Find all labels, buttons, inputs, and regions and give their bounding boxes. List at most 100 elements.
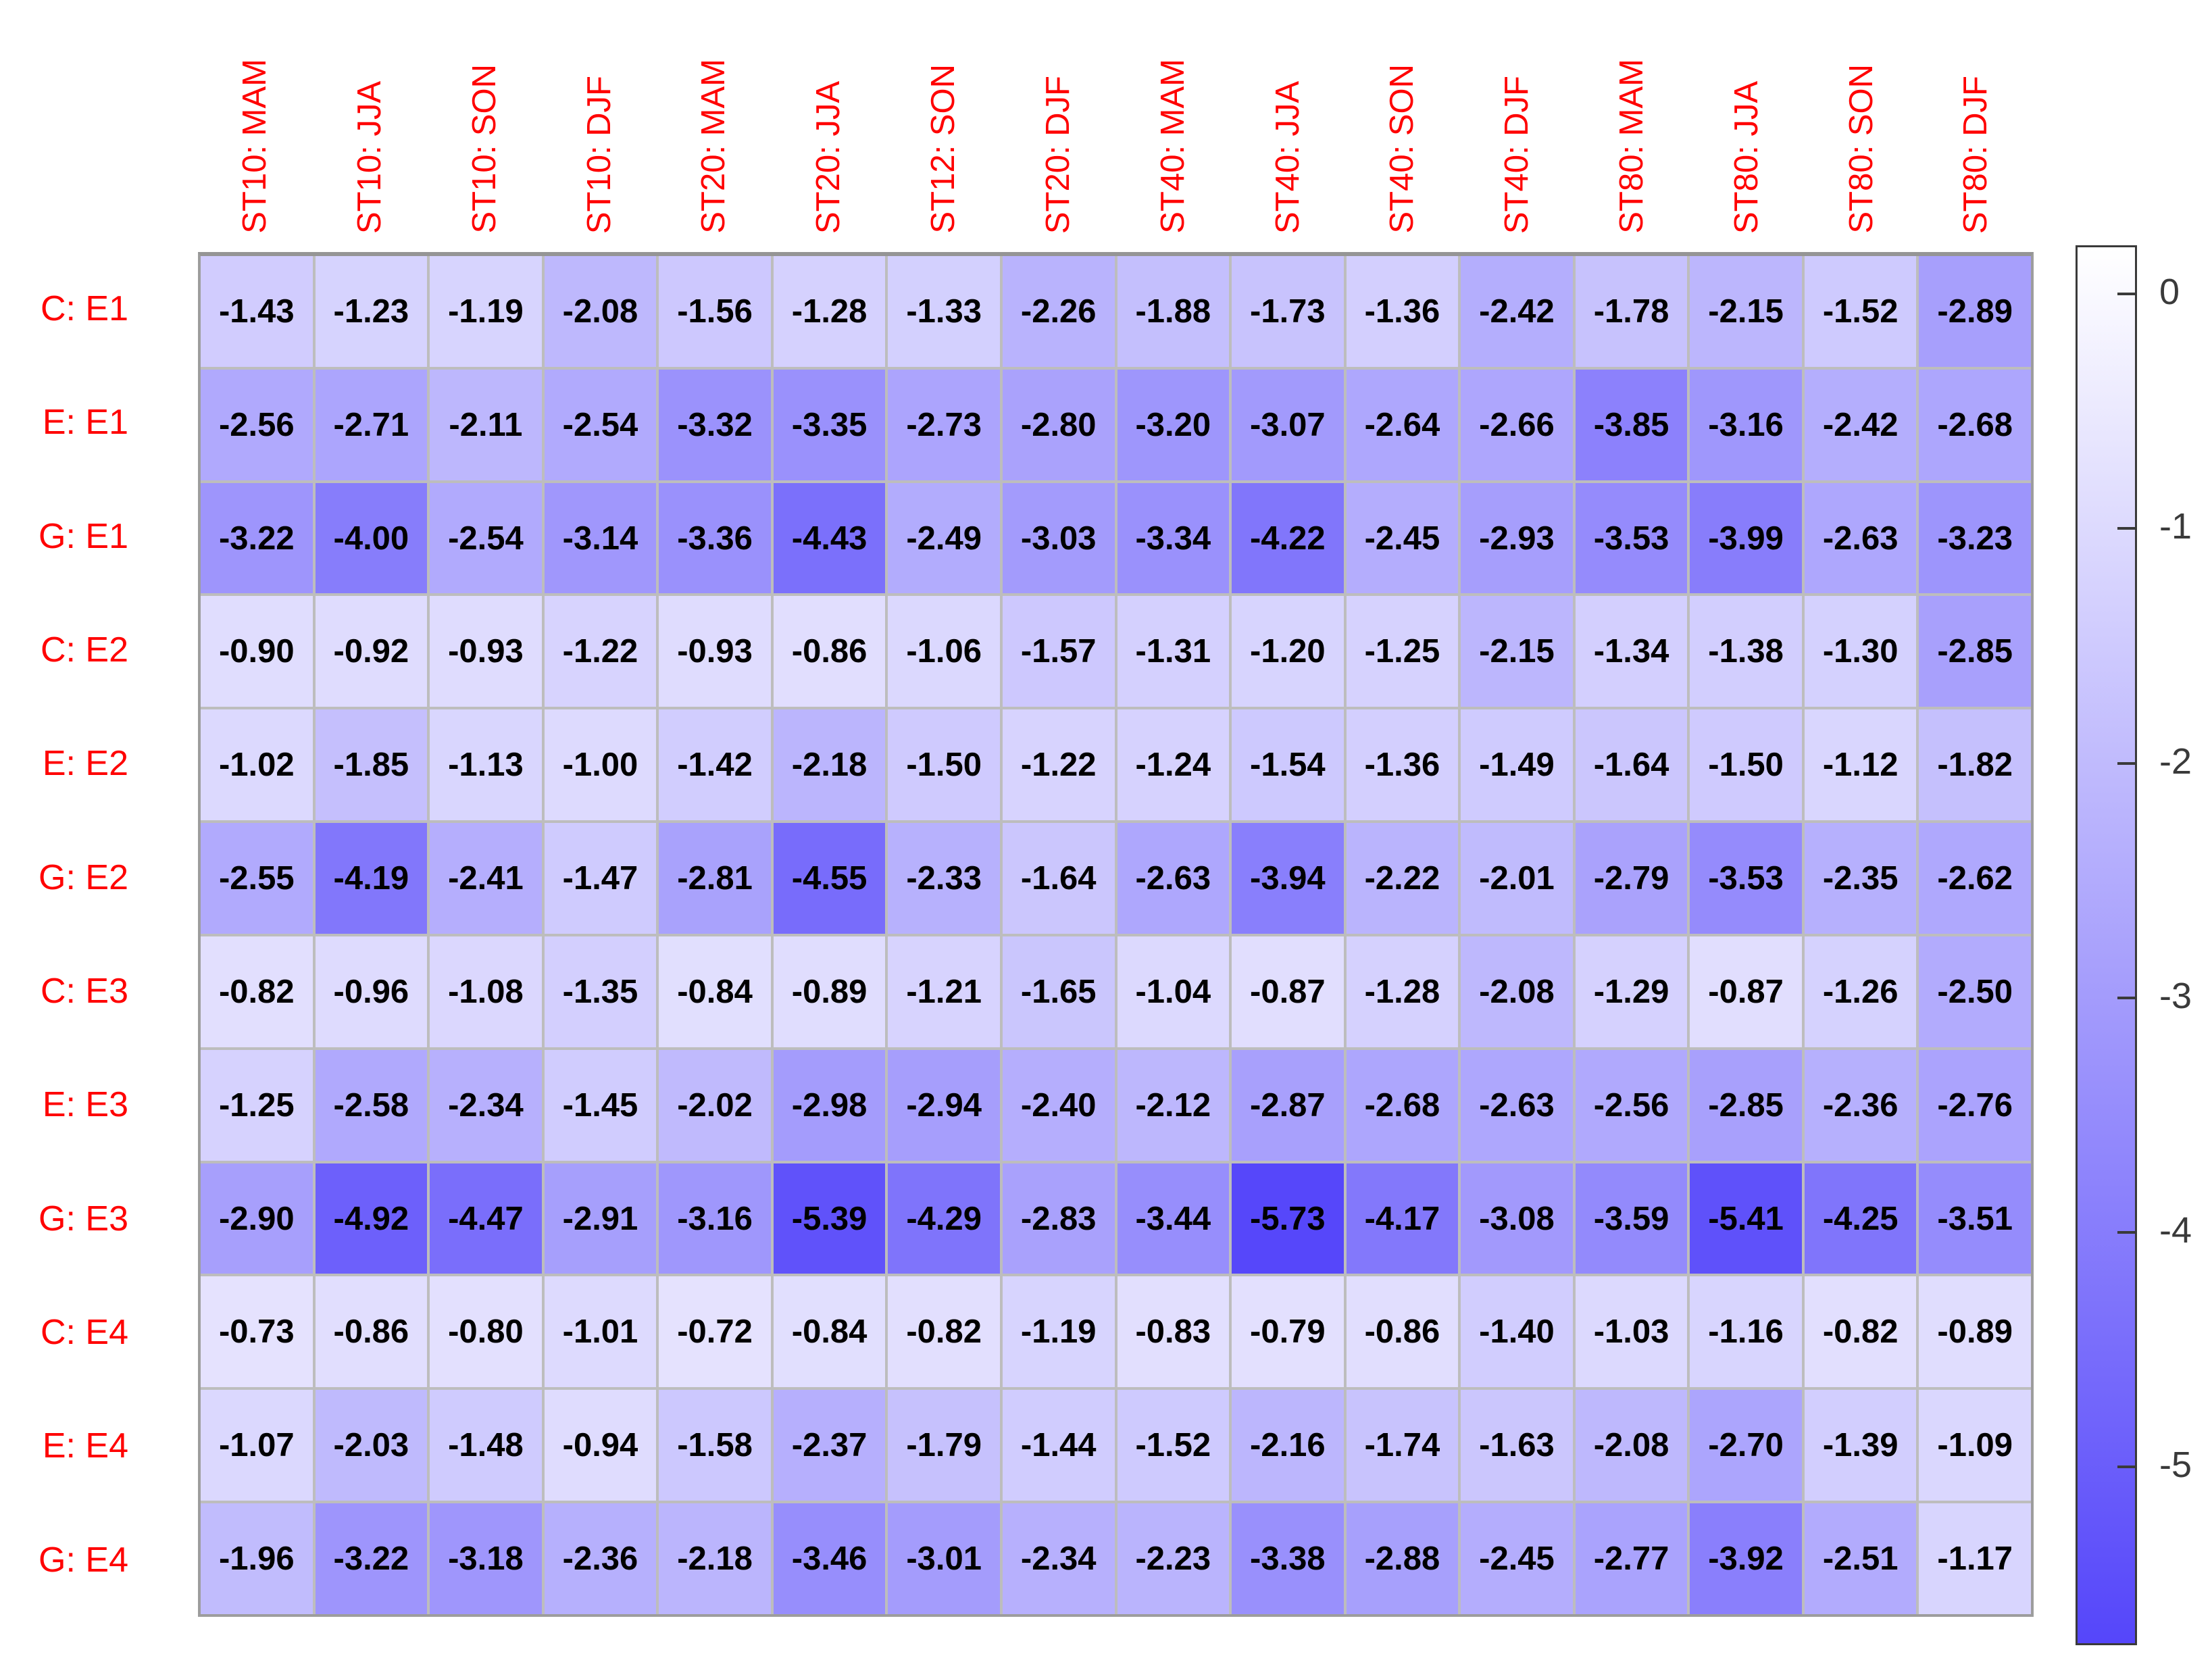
heatmap-cell: -3.14 [544,482,657,594]
column-header-label: ST80: SON [1842,64,1880,234]
heatmap-cell: -2.81 [659,823,771,934]
heatmap-cell: -1.28 [773,256,886,367]
column-headers: ST10: MAM ST10: JJA ST10: SON ST10: DJF ST20… [198,0,2034,245]
row-labels: C: E1 E: E1 G: E1 C: E2 E: E2 G: E2 C: E3 E: E3… [0,252,155,1617]
heatmap-cell: -1.82 [1919,709,2031,821]
heatmap-cell: -1.36 [1346,256,1459,367]
heatmap-cell: -2.89 [1919,256,2031,367]
heatmap-cell: -2.55 [201,823,313,934]
heatmap-cell: -1.22 [1002,709,1115,821]
column-header-label: ST10: DJF [580,75,618,234]
heatmap-cell: -2.18 [773,709,886,821]
row-label: E: E2 [42,744,128,784]
heatmap-cell: -3.85 [1575,369,1688,480]
heatmap-cell: -3.23 [1919,482,2031,594]
heatmap-cell: -3.53 [1575,482,1688,594]
heatmap-cell: -3.44 [1117,1163,1230,1274]
heatmap-cell: -2.54 [430,482,542,594]
heatmap-cell: -0.82 [201,936,313,1047]
heatmap-cell: -0.87 [1690,936,1802,1047]
heatmap-cell: -1.74 [1346,1390,1459,1501]
heatmap-cell: -3.94 [1232,823,1344,934]
heatmap-cell: -1.30 [1804,596,1917,707]
heatmap-cell: -1.45 [544,1049,657,1161]
heatmap-cell: -4.47 [430,1163,542,1274]
heatmap-cell: -4.29 [888,1163,1000,1274]
heatmap-cell: -1.88 [1117,256,1230,367]
heatmap-cell: -1.52 [1117,1390,1230,1501]
row-label: C: E3 [40,972,128,1011]
heatmap-cell: -2.77 [1575,1503,1688,1614]
heatmap-cell: -2.68 [1346,1049,1459,1161]
heatmap-cell: -1.06 [888,596,1000,707]
heatmap-cell: -2.68 [1919,369,2031,480]
heatmap-cell: -2.15 [1461,596,1573,707]
heatmap-cell: -2.02 [659,1049,771,1161]
heatmap-cell: -2.37 [773,1390,886,1501]
heatmap-cell: -2.49 [888,482,1000,594]
heatmap-cell: -2.98 [773,1049,886,1161]
heatmap-cell: -0.73 [201,1276,313,1388]
heatmap-cell: -1.03 [1575,1276,1688,1388]
heatmap-cell: -2.63 [1461,1049,1573,1161]
heatmap-cell: -1.78 [1575,256,1688,367]
heatmap-cell: -3.16 [1690,369,1802,480]
heatmap-cell: -1.23 [315,256,428,367]
heatmap-cell: -1.96 [201,1503,313,1614]
row-label: G: E4 [39,1540,128,1580]
heatmap-cell: -3.35 [773,369,886,480]
heatmap-cell: -2.66 [1461,369,1573,480]
row-label: C: E4 [40,1313,128,1353]
heatmap-cell: -2.56 [201,369,313,480]
heatmap-cell: -1.08 [430,936,542,1047]
heatmap-cell: -1.63 [1461,1390,1573,1501]
heatmap-cell: -1.16 [1690,1276,1802,1388]
colorbar-tick-mark [2117,996,2135,999]
column-header-label: ST40: DJF [1499,75,1536,234]
heatmap-cell: -1.39 [1804,1390,1917,1501]
column-header-label: ST12: SON [925,64,962,234]
heatmap-cell: -2.42 [1461,256,1573,367]
heatmap-cell: -1.19 [430,256,542,367]
heatmap-cell: -2.85 [1919,596,2031,707]
heatmap-cell: -0.93 [430,596,542,707]
heatmap-cell: -3.16 [659,1163,771,1274]
heatmap-cell: -2.63 [1804,482,1917,594]
heatmap-cell: -0.92 [315,596,428,707]
heatmap-cell: -0.84 [659,936,771,1047]
heatmap-cell: -3.07 [1232,369,1344,480]
colorbar-tick-label: -2 [2159,741,2192,782]
row-label: E: E3 [42,1085,128,1125]
heatmap-cell: -2.34 [430,1049,542,1161]
heatmap-cell: -1.50 [888,709,1000,821]
heatmap-cell: -2.91 [544,1163,657,1274]
heatmap-cell: -1.24 [1117,709,1230,821]
heatmap-cell: -1.48 [430,1390,542,1501]
column-header: ST10: JJA [313,0,428,245]
heatmap-cell: -1.02 [201,709,313,821]
heatmap-cell: -4.17 [1346,1163,1459,1274]
heatmap-cell: -2.41 [430,823,542,934]
heatmap-cell: -1.31 [1117,596,1230,707]
heatmap-cell: -1.73 [1232,256,1344,367]
heatmap-cell: -3.20 [1117,369,1230,480]
heatmap-cell: -2.87 [1232,1049,1344,1161]
heatmap-cell: -2.71 [315,369,428,480]
heatmap-cell: -2.03 [315,1390,428,1501]
heatmap-cell: -2.08 [1461,936,1573,1047]
heatmap-cell: -3.34 [1117,482,1230,594]
heatmap-cell: -0.79 [1232,1276,1344,1388]
column-header: ST10: DJF [542,0,657,245]
column-header: ST10: MAM [198,0,313,245]
colorbar-tick-label: -5 [2159,1444,2192,1485]
heatmap-cell: -0.86 [1346,1276,1459,1388]
heatmap-cell: -2.08 [1575,1390,1688,1501]
heatmap-cell: -2.93 [1461,482,1573,594]
heatmap-cell: -2.26 [1002,256,1115,367]
column-header: ST80: SON [1804,0,1919,245]
heatmap-cell: -3.92 [1690,1503,1802,1614]
column-header-label: ST20: MAM [695,59,732,234]
heatmap-cell: -2.36 [544,1503,657,1614]
heatmap-cell: -2.63 [1117,823,1230,934]
heatmap-cell: -3.22 [201,482,313,594]
